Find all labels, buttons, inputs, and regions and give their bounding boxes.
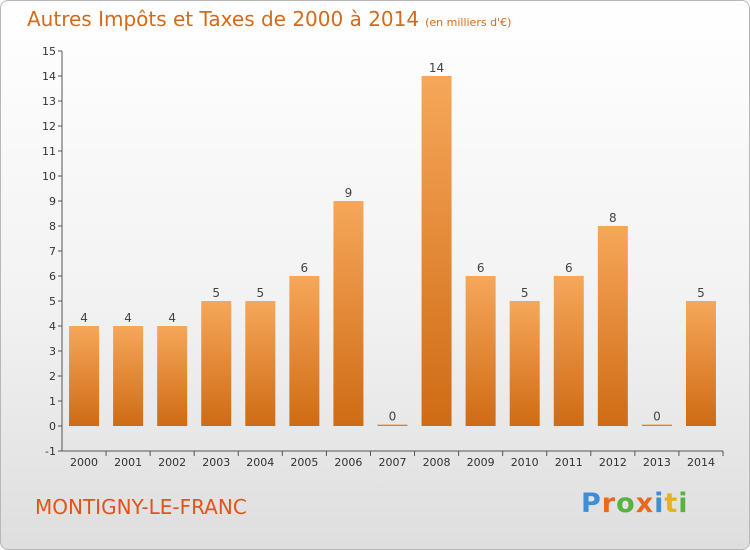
y-tick-label: -1 xyxy=(45,445,56,458)
bar xyxy=(69,326,100,426)
x-tick-label: 2002 xyxy=(158,456,186,469)
bar xyxy=(113,326,144,426)
logo-letter: t xyxy=(664,488,679,519)
logo-letter: P xyxy=(581,488,602,519)
town-name: MONTIGNY-LE-FRANC xyxy=(35,495,247,519)
x-tick-label: 2005 xyxy=(290,456,318,469)
logo-letter: r xyxy=(601,488,617,519)
logo-letter: i xyxy=(654,488,665,519)
x-tick-label: 2004 xyxy=(246,456,274,469)
bar-value-label: 6 xyxy=(477,261,485,275)
bar xyxy=(597,226,628,426)
x-tick-label: 2007 xyxy=(379,456,407,469)
y-tick-label: 13 xyxy=(42,95,56,108)
x-tick-label: 2006 xyxy=(334,456,362,469)
bar xyxy=(333,201,364,426)
bar-value-label: 0 xyxy=(389,410,397,424)
bar xyxy=(245,301,276,426)
y-tick-label: 3 xyxy=(49,345,56,358)
bar xyxy=(641,424,672,426)
bar-value-label: 9 xyxy=(345,186,353,200)
bar-value-label: 5 xyxy=(521,286,529,300)
bar xyxy=(509,301,540,426)
y-tick-label: 2 xyxy=(49,370,56,383)
y-tick-label: 1 xyxy=(49,395,56,408)
bar-value-label: 4 xyxy=(80,311,88,325)
chart-unit: (en milliers d'€) xyxy=(425,16,512,29)
x-tick-label: 2008 xyxy=(423,456,451,469)
x-tick-label: 2013 xyxy=(643,456,671,469)
y-tick-label: 14 xyxy=(42,70,56,83)
x-tick-label: 2003 xyxy=(202,456,230,469)
x-tick-label: 2012 xyxy=(599,456,627,469)
y-tick-label: 7 xyxy=(49,245,56,258)
x-tick-label: 2000 xyxy=(70,456,98,469)
y-tick-label: 15 xyxy=(42,45,56,58)
y-tick-label: 0 xyxy=(49,420,56,433)
logo-letter: o xyxy=(616,488,636,519)
bar-value-label: 5 xyxy=(212,286,220,300)
x-tick-label: 2010 xyxy=(511,456,539,469)
x-tick-label: 2009 xyxy=(467,456,495,469)
bar-value-label: 5 xyxy=(697,286,705,300)
y-tick-label: 10 xyxy=(42,170,56,183)
x-tick-label: 2014 xyxy=(687,456,715,469)
chart-title-text: Autres Impôts et Taxes de 2000 à 2014 xyxy=(27,7,420,31)
bar-value-label: 5 xyxy=(256,286,264,300)
y-tick-label: 4 xyxy=(49,320,56,333)
bar xyxy=(289,276,320,426)
bar-value-label: 0 xyxy=(653,410,661,424)
bar xyxy=(465,276,496,426)
bar xyxy=(553,276,584,426)
bar-value-label: 14 xyxy=(429,61,444,75)
chart-title: Autres Impôts et Taxes de 2000 à 2014 (en… xyxy=(27,7,511,31)
bar-value-label: 4 xyxy=(124,311,132,325)
bar xyxy=(157,326,188,426)
bar-value-label: 8 xyxy=(609,211,617,225)
y-tick-label: 5 xyxy=(49,295,56,308)
bar-value-label: 6 xyxy=(565,261,573,275)
logo-letter: x xyxy=(635,488,655,519)
logo-letter: i xyxy=(678,488,689,519)
bar-value-label: 6 xyxy=(301,261,309,275)
y-tick-label: 6 xyxy=(49,270,56,283)
bar xyxy=(421,76,452,426)
x-tick-label: 2011 xyxy=(555,456,583,469)
y-tick-label: 8 xyxy=(49,220,56,233)
y-tick-label: 11 xyxy=(42,145,56,158)
bar-value-label: 4 xyxy=(168,311,176,325)
x-tick-label: 2001 xyxy=(114,456,142,469)
y-tick-label: 9 xyxy=(49,195,56,208)
bar xyxy=(685,301,716,426)
bar xyxy=(201,301,232,426)
bar xyxy=(377,424,408,426)
y-tick-label: 12 xyxy=(42,120,56,133)
proxiti-logo: Proxiti xyxy=(581,488,689,519)
